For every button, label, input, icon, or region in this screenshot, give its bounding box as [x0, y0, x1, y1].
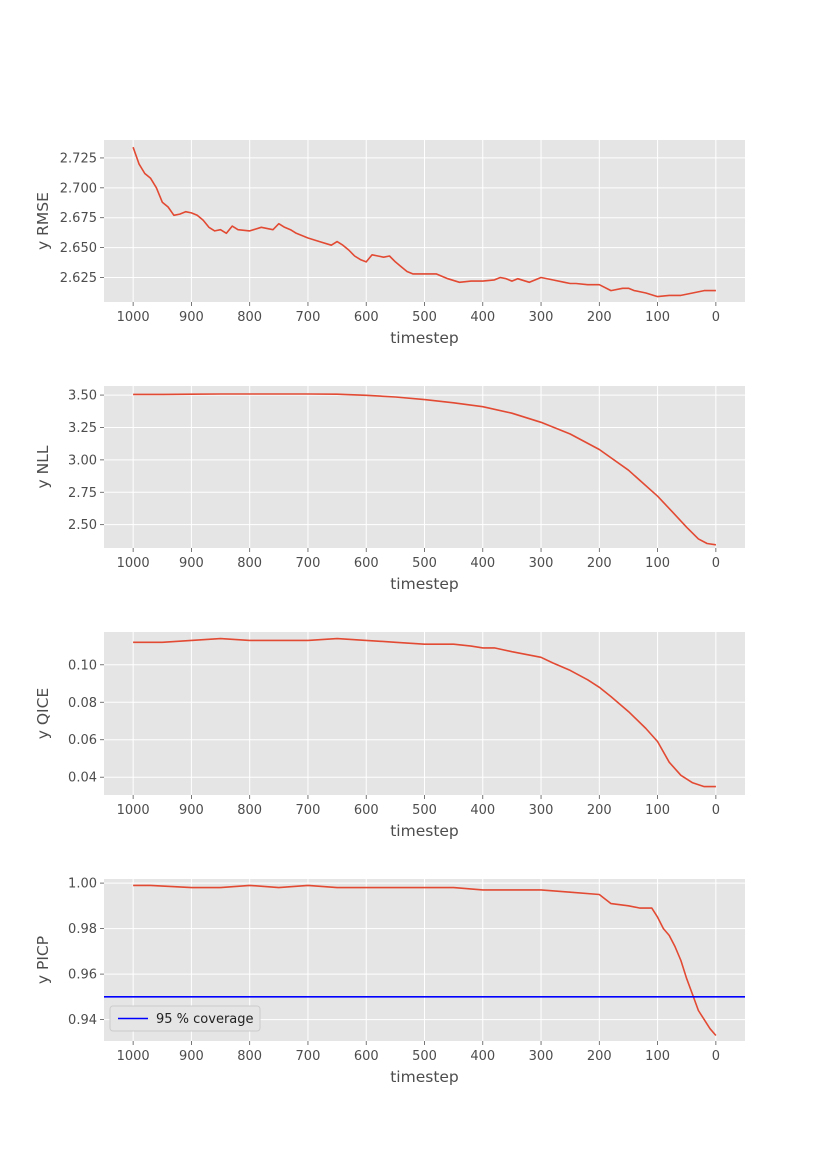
x-tick-label: 500 — [412, 803, 437, 818]
x-tick-label: 600 — [354, 556, 379, 571]
panel-1: 1000 900 800 700 600 500 400 300 200 100 02.6252.6… — [34, 140, 745, 347]
y-tick-label: 3.50 — [68, 389, 97, 404]
y-tick-label: 0.98 — [68, 922, 97, 937]
x-tick-label: 1000 — [117, 1049, 150, 1064]
x-tick-label: 1000 — [117, 310, 150, 325]
x-tick-label: 900 — [179, 803, 204, 818]
x-tick-label: 300 — [529, 310, 554, 325]
x-tick-label: 0 — [712, 310, 720, 325]
data-line — [132, 146, 716, 298]
x-tick-label: 900 — [179, 556, 204, 571]
x-tick-label: 300 — [529, 803, 554, 818]
x-tick-label: 400 — [470, 556, 495, 571]
x-tick-label: 0 — [712, 1049, 720, 1064]
x-axis-label: timestep — [390, 1068, 459, 1086]
panel-4: 1000 900 800 700 600 500 400 300 200 100 00.940.96… — [34, 877, 745, 1086]
y-tick-label: 0.96 — [68, 968, 97, 983]
x-tick-label: 500 — [412, 1049, 437, 1064]
y-axis-label: y QICE — [34, 688, 52, 740]
x-tick-label: 200 — [587, 310, 612, 325]
x-tick-label: 1000 — [117, 803, 150, 818]
y-tick-label: 2.675 — [60, 211, 97, 226]
x-axis-label: timestep — [390, 575, 459, 593]
x-tick-label: 0 — [712, 803, 720, 818]
x-tick-label: 500 — [412, 310, 437, 325]
x-tick-label: 200 — [587, 556, 612, 571]
x-tick-label: 0 — [712, 556, 720, 571]
y-tick-label: 0.94 — [68, 1013, 97, 1028]
x-tick-label: 800 — [237, 556, 262, 571]
y-tick-label: 0.10 — [68, 658, 97, 673]
x-tick-label: 200 — [587, 803, 612, 818]
x-tick-label: 700 — [296, 556, 321, 571]
legend-box — [109, 1005, 261, 1032]
y-tick-label: 0.06 — [68, 733, 97, 748]
x-tick-label: 600 — [354, 310, 379, 325]
x-tick-label: 200 — [587, 1049, 612, 1064]
x-tick-label: 100 — [645, 556, 670, 571]
x-axis-label: timestep — [390, 822, 459, 840]
y-tick-label: 1.00 — [68, 877, 97, 892]
x-tick-label: 100 — [645, 803, 670, 818]
x-tick-label: 900 — [179, 310, 204, 325]
y-tick-label: 2.725 — [60, 151, 97, 166]
legend: 95 % coverage — [109, 1005, 261, 1032]
x-tick-label: 800 — [237, 1049, 262, 1064]
x-axis-label: timestep — [390, 329, 459, 347]
y-tick-label: 0.08 — [68, 696, 97, 711]
x-tick-label: 400 — [470, 803, 495, 818]
x-tick-label: 900 — [179, 1049, 204, 1064]
x-tick-label: 800 — [237, 310, 262, 325]
x-tick-label: 700 — [296, 310, 321, 325]
y-tick-label: 2.75 — [68, 486, 97, 501]
data-line — [133, 637, 716, 788]
y-tick-label: 2.625 — [60, 271, 97, 286]
x-tick-label: 700 — [296, 1049, 321, 1064]
x-tick-label: 400 — [470, 310, 495, 325]
x-tick-label: 300 — [529, 556, 554, 571]
legend-label: 95 % coverage — [156, 1012, 254, 1027]
x-tick-label: 500 — [412, 556, 437, 571]
y-tick-label: 0.04 — [68, 771, 97, 786]
y-tick-label: 2.650 — [60, 241, 97, 256]
x-tick-label: 100 — [645, 310, 670, 325]
panel-3: 1000 900 800 700 600 500 400 300 200 100 00.040.06… — [34, 632, 745, 840]
y-axis-label: y PICP — [34, 936, 52, 984]
panel-2: 1000 900 800 700 600 500 400 300 200 100 02.502.75… — [34, 386, 745, 593]
x-tick-label: 300 — [529, 1049, 554, 1064]
x-tick-label: 800 — [237, 803, 262, 818]
data-line — [133, 884, 717, 1037]
y-axis-label: y RMSE — [34, 192, 52, 250]
x-tick-label: 700 — [296, 803, 321, 818]
x-tick-label: 400 — [470, 1049, 495, 1064]
data-line — [133, 393, 717, 546]
y-tick-label: 3.00 — [68, 453, 97, 468]
y-axis-label: y NLL — [34, 445, 52, 488]
y-tick-label: 2.700 — [60, 181, 97, 196]
x-tick-label: 600 — [354, 1049, 379, 1064]
x-tick-label: 1000 — [117, 556, 150, 571]
y-tick-label: 3.25 — [68, 421, 97, 436]
y-tick-label: 2.50 — [68, 518, 97, 533]
x-tick-label: 100 — [645, 1049, 670, 1064]
x-tick-label: 600 — [354, 803, 379, 818]
